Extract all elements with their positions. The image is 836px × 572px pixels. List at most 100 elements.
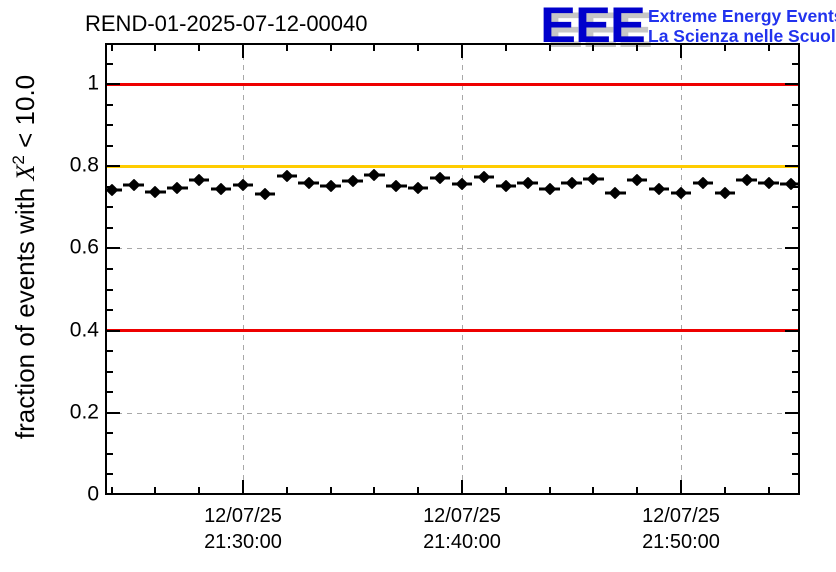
plot-frame xyxy=(105,43,800,495)
y-axis-title-prefix: fraction of events with xyxy=(9,180,40,440)
y-axis-tick xyxy=(785,247,800,250)
y-axis-tick xyxy=(105,350,113,353)
y-axis-tick xyxy=(792,268,800,270)
x-axis-tick xyxy=(329,487,332,495)
vertical-gridline xyxy=(681,45,682,493)
x-axis-tick xyxy=(636,43,639,51)
y-axis-tick xyxy=(792,185,800,188)
y-axis-tick xyxy=(105,370,113,373)
y-tick-label: 0.2 xyxy=(69,400,99,424)
plot-title: REND-01-2025-07-12-00040 xyxy=(85,11,368,36)
y-axis-tick xyxy=(105,432,113,435)
y-axis-tick xyxy=(792,473,800,476)
y-axis-tick xyxy=(105,83,120,86)
x-axis-tick xyxy=(592,487,595,495)
y-axis-tick xyxy=(105,226,113,229)
x-axis-tick xyxy=(285,487,288,495)
x-axis-tick xyxy=(767,43,770,51)
y-axis-tick xyxy=(785,411,800,414)
x-axis-tick xyxy=(373,43,376,51)
y-tick-label: 0 xyxy=(87,482,99,506)
horizontal-gridline xyxy=(107,248,798,250)
y-axis-tick xyxy=(105,185,113,188)
x-axis-tick xyxy=(680,480,682,495)
x-axis-tick xyxy=(285,43,288,51)
vertical-gridline xyxy=(462,45,463,493)
y-axis-tick xyxy=(105,391,113,394)
y-tick-label: 0.6 xyxy=(69,235,99,259)
x-axis-tick xyxy=(548,487,551,495)
x-tick-time: 21:50:00 xyxy=(642,531,720,553)
y-axis-tick xyxy=(792,432,800,435)
x-tick-date: 12/07/25 xyxy=(642,505,720,527)
x-axis-tick xyxy=(461,43,463,58)
y-axis-tick xyxy=(792,226,800,229)
eee-logo-line2: La Scienza nelle Scuole xyxy=(648,26,836,46)
x-axis-tick xyxy=(154,487,157,495)
eee-logo-line1: Extreme Energy Events xyxy=(648,6,836,26)
x-axis-tick xyxy=(154,43,157,51)
reference-line-red xyxy=(105,82,800,86)
x-axis-tick xyxy=(110,43,113,51)
x-axis-tick xyxy=(417,43,420,51)
y-axis-tick xyxy=(792,62,800,65)
y-axis-tick xyxy=(792,350,800,353)
y-axis-title-suffix: < 10.0 xyxy=(9,74,40,156)
y-axis-tick xyxy=(105,329,120,332)
y-axis-tick xyxy=(105,309,113,312)
y-axis-tick xyxy=(792,370,800,373)
x-tick-date: 12/07/25 xyxy=(204,505,282,527)
y-axis-tick xyxy=(105,124,113,127)
x-axis-tick xyxy=(242,43,244,58)
reference-line-red xyxy=(105,329,800,333)
y-axis-tick xyxy=(105,247,120,250)
x-axis-tick xyxy=(461,480,463,495)
x-axis-tick xyxy=(504,43,507,51)
x-axis-tick xyxy=(636,487,639,495)
eee-logo-subtitle: Extreme Energy Events La Scienza nelle S… xyxy=(648,6,836,46)
y-axis-tick xyxy=(792,206,800,209)
vertical-gridline xyxy=(243,45,244,493)
y-axis-tick xyxy=(792,103,800,106)
x-axis-tick xyxy=(417,487,420,495)
x-tick-label: 12/07/25 21:30:00 xyxy=(183,503,303,555)
y-tick-label: 1 xyxy=(87,71,99,95)
x-axis-tick xyxy=(373,487,376,495)
x-axis-tick xyxy=(680,43,682,58)
eee-logo-shadow-text: EEE xyxy=(547,2,653,58)
reference-line-orange xyxy=(105,164,800,168)
y-axis-tick xyxy=(105,62,113,65)
x-tick-time: 21:30:00 xyxy=(204,531,282,553)
y-axis-tick xyxy=(785,165,800,168)
chi-symbol: X xyxy=(10,164,40,181)
y-axis-tick xyxy=(105,411,120,414)
y-axis-tick xyxy=(105,206,113,209)
y-axis-tick xyxy=(105,288,113,291)
x-tick-date: 12/07/25 xyxy=(423,505,501,527)
y-axis-title: fraction of events with X2 < 10.0 xyxy=(9,75,41,439)
x-axis-tick xyxy=(592,43,595,51)
x-axis-tick xyxy=(242,480,244,495)
x-axis-tick xyxy=(548,43,551,51)
x-axis-tick xyxy=(767,487,770,495)
y-axis-tick xyxy=(105,268,113,270)
y-axis-tick xyxy=(785,329,800,332)
x-tick-time: 21:40:00 xyxy=(423,531,501,553)
x-axis-tick xyxy=(198,43,201,51)
y-axis-tick xyxy=(785,83,800,86)
y-axis-tick xyxy=(792,391,800,394)
x-axis-tick xyxy=(198,487,201,495)
y-axis-tick xyxy=(792,144,800,147)
x-axis-tick xyxy=(329,43,332,51)
y-axis-tick xyxy=(792,452,800,455)
horizontal-gridline xyxy=(107,412,798,414)
x-axis-tick xyxy=(504,487,507,495)
y-axis-tick xyxy=(792,288,800,291)
chi-exponent: 2 xyxy=(9,155,29,165)
y-axis-tick xyxy=(105,165,120,168)
y-axis-tick xyxy=(105,473,113,476)
y-tick-label: 0.8 xyxy=(69,153,99,177)
y-axis-tick xyxy=(105,103,113,106)
y-axis-tick xyxy=(792,124,800,127)
